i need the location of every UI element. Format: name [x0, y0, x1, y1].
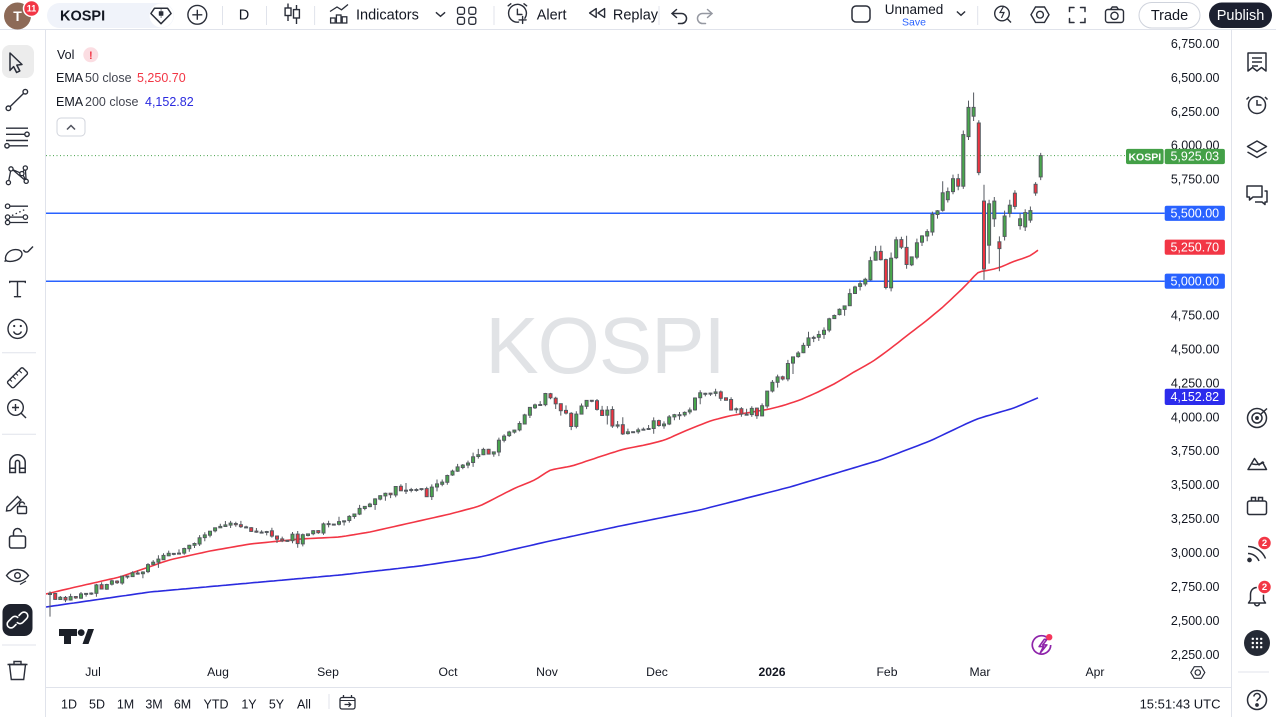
svg-text:KOSPI: KOSPI: [60, 9, 105, 25]
svg-text:Trade: Trade: [1151, 8, 1188, 24]
svg-text:Apr: Apr: [1086, 665, 1105, 679]
svg-text:4,152.82: 4,152.82: [1170, 390, 1219, 404]
svg-text:!: !: [89, 50, 93, 62]
svg-text:Vol: Vol: [57, 48, 74, 62]
svg-text:D: D: [239, 8, 249, 24]
svg-text:Sep: Sep: [317, 665, 339, 679]
svg-text:2,500.00: 2,500.00: [1171, 614, 1220, 628]
svg-text:Publish: Publish: [1217, 8, 1265, 24]
svg-text:Replay: Replay: [613, 7, 659, 23]
svg-text:Feb: Feb: [876, 665, 897, 679]
svg-text:1D: 1D: [61, 698, 77, 712]
svg-text:3M: 3M: [145, 698, 162, 712]
svg-text:Mar: Mar: [970, 665, 991, 679]
svg-text:200 close: 200 close: [85, 95, 139, 109]
svg-text:3,000.00: 3,000.00: [1171, 546, 1220, 560]
svg-text:6,750.00: 6,750.00: [1171, 37, 1220, 51]
svg-text:4,152.82: 4,152.82: [145, 95, 194, 109]
svg-text:6M: 6M: [174, 698, 191, 712]
svg-text:6,250.00: 6,250.00: [1171, 105, 1220, 119]
svg-text:1Y: 1Y: [241, 698, 257, 712]
svg-text:3,250.00: 3,250.00: [1171, 512, 1220, 526]
svg-text:5,500.00: 5,500.00: [1170, 207, 1219, 221]
svg-text:5,750.00: 5,750.00: [1171, 173, 1220, 187]
svg-text:T: T: [13, 8, 22, 24]
svg-text:Alert: Alert: [537, 7, 567, 23]
svg-text:EMA: EMA: [56, 71, 84, 85]
svg-text:50 close: 50 close: [85, 71, 132, 85]
svg-text:2,750.00: 2,750.00: [1171, 580, 1220, 594]
svg-text:5Y: 5Y: [269, 698, 285, 712]
svg-text:KOSPI: KOSPI: [1128, 152, 1161, 164]
svg-text:Aug: Aug: [207, 665, 229, 679]
svg-text:Save: Save: [902, 16, 926, 28]
svg-text:6,500.00: 6,500.00: [1171, 71, 1220, 85]
svg-text:Dec: Dec: [646, 665, 668, 679]
svg-text:KOSPI: KOSPI: [485, 301, 725, 390]
svg-text:Oct: Oct: [439, 665, 459, 679]
svg-text:5D: 5D: [89, 698, 105, 712]
svg-text:4,000.00: 4,000.00: [1171, 410, 1220, 424]
svg-text:All: All: [297, 698, 311, 712]
svg-text:Indicators: Indicators: [356, 8, 419, 24]
svg-text:2: 2: [1262, 538, 1267, 549]
svg-text:3,500.00: 3,500.00: [1171, 478, 1220, 492]
svg-text:EMA: EMA: [56, 95, 84, 109]
svg-text:11: 11: [27, 4, 37, 14]
svg-text:Jul: Jul: [85, 665, 101, 679]
svg-text:15:51:43 UTC: 15:51:43 UTC: [1140, 697, 1221, 712]
svg-text:3,750.00: 3,750.00: [1171, 444, 1220, 458]
svg-text:4,500.00: 4,500.00: [1171, 342, 1220, 356]
svg-text:4,250.00: 4,250.00: [1171, 376, 1220, 390]
svg-text:5,000.00: 5,000.00: [1170, 274, 1219, 288]
svg-text:2026: 2026: [758, 665, 785, 679]
svg-text:4,750.00: 4,750.00: [1171, 308, 1220, 322]
svg-text:5,250.70: 5,250.70: [137, 71, 186, 85]
svg-text:Nov: Nov: [536, 665, 559, 679]
svg-text:2,250.00: 2,250.00: [1171, 648, 1220, 662]
svg-text:5,925.03: 5,925.03: [1170, 150, 1219, 164]
svg-text:5,250.70: 5,250.70: [1170, 240, 1219, 254]
svg-text:2: 2: [1262, 582, 1267, 593]
svg-text:YTD: YTD: [204, 698, 229, 712]
svg-text:Unnamed: Unnamed: [885, 2, 944, 17]
svg-text:1M: 1M: [117, 698, 134, 712]
